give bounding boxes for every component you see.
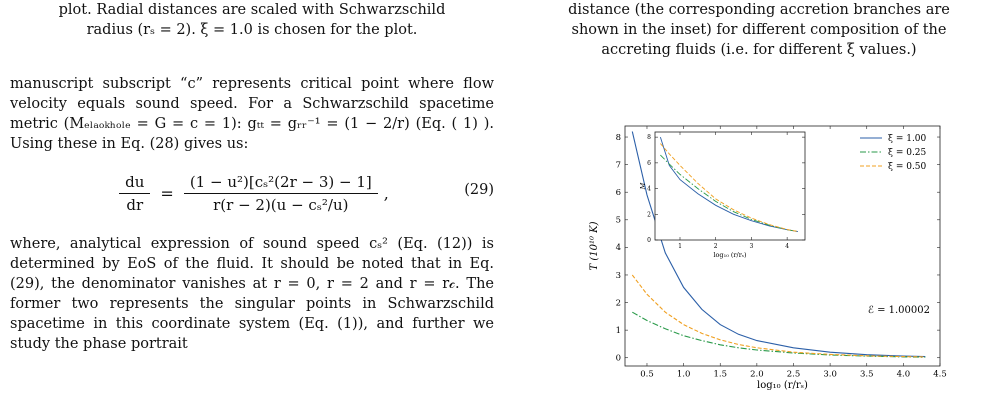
inset-x-tick-label: 3 xyxy=(750,243,754,250)
main-x-tick-label: 0.5 xyxy=(640,370,654,380)
main-y-axis-label: T (10¹⁰ K) xyxy=(589,221,600,270)
main-x-tick-label: 4.5 xyxy=(933,370,947,380)
eq-rhs-numerator: (1 − u²)[cₛ²(2r − 3) − 1] xyxy=(183,173,378,194)
energy-annotation: ℰ = 1.00002 xyxy=(868,305,930,316)
paragraph-1: manuscript subscript “c” represents crit… xyxy=(10,76,494,152)
main-y-tick-label: 2 xyxy=(616,298,621,308)
inset-y-tick-label: 4 xyxy=(647,186,651,193)
figure-caption-tail: plot. Radial distances are scaled with S… xyxy=(10,0,494,40)
inset-series-line xyxy=(660,143,798,232)
inset-plot: 1 2 3 4 0 2 4 6 8 log₁₀ (r/rₛ) M xyxy=(639,131,806,259)
inset-y-tick-label: 0 xyxy=(647,237,651,244)
main-x-tick-label: 3.5 xyxy=(860,370,874,380)
main-x-tick-label: 1.0 xyxy=(677,370,691,380)
eq-lhs: du dr xyxy=(119,173,151,214)
inset-x-tick-label: 2 xyxy=(714,243,718,250)
inset-x-axis-label: log₁₀ (r/rₛ) xyxy=(713,251,747,259)
main-y-tick-label: 8 xyxy=(616,133,621,143)
left-column: plot. Radial distances are scaled with S… xyxy=(10,0,494,354)
inset-y-axis-label: M xyxy=(639,182,647,190)
main-y-tick-label: 3 xyxy=(616,271,621,281)
right-column: distance (the corresponding accretion br… xyxy=(520,0,998,60)
main-x-tick-label: 4.0 xyxy=(897,370,911,380)
main-series-line xyxy=(631,131,926,358)
caption-line: plot. Radial distances are scaled with S… xyxy=(58,2,446,18)
caption-line: shown in the inset) for different compos… xyxy=(571,22,947,38)
legend-label: ξ = 1.00 xyxy=(888,134,927,144)
paragraph-2: where, analytical expression of sound sp… xyxy=(10,236,494,352)
main-series-line xyxy=(631,274,926,358)
inset-frame xyxy=(654,131,806,241)
eq-rhs: (1 − u²)[cₛ²(2r − 3) − 1] r(r − 2)(u − c… xyxy=(183,173,378,214)
eq-rhs-denominator: r(r − 2)(u − cₛ²/u) xyxy=(213,195,349,214)
main-x-tick-label: 2.0 xyxy=(750,370,764,380)
inset-y-tick-label: 6 xyxy=(647,160,651,167)
main-y-tick-label: 1 xyxy=(616,326,621,336)
legend-label: ξ = 0.25 xyxy=(888,148,927,158)
main-y-tick-label: 0 xyxy=(616,354,621,364)
caption-line: radius (rₛ = 2). ξ = 1.0 is chosen for t… xyxy=(86,22,418,38)
main-y-tick-label: 6 xyxy=(616,188,621,198)
main-x-axis-label: log₁₀ (r/rₛ) xyxy=(757,380,808,391)
inset-y-tick-label: 8 xyxy=(647,134,651,141)
eq-lhs-numerator: du xyxy=(119,173,151,194)
figure-caption-tail-right: distance (the corresponding accretion br… xyxy=(520,0,998,60)
inset-x-tick-label: 4 xyxy=(785,243,789,250)
eq-lhs-denominator: dr xyxy=(126,195,144,214)
main-series-line xyxy=(632,311,926,358)
main-y-tick-label: 7 xyxy=(616,160,621,170)
legend-label: ξ = 0.50 xyxy=(888,162,927,172)
caption-line: distance (the corresponding accretion br… xyxy=(568,2,950,18)
equation-number: (29) xyxy=(464,182,494,198)
equation-29: du dr = (1 − u²)[cₛ²(2r − 3) − 1] r(r − … xyxy=(10,158,494,228)
main-x-tick-label: 2.5 xyxy=(787,370,801,380)
inset-x-tick-label: 1 xyxy=(678,243,682,250)
main-x-tick-label: 1.5 xyxy=(713,370,727,380)
main-x-tick-label: 3.0 xyxy=(823,370,837,380)
caption-line: accreting fluids (i.e. for different ξ v… xyxy=(601,42,917,58)
temperature-chart: 0.5 1.0 1.5 2.0 2.5 3.0 3.5 4.0 4.5 0 1 2 3 4 5 6 7 8 log₁… xyxy=(589,125,947,391)
main-y-tick-label: 5 xyxy=(616,216,621,226)
main-y-tick-label: 4 xyxy=(616,243,621,253)
inset-y-tick-label: 2 xyxy=(647,211,651,218)
